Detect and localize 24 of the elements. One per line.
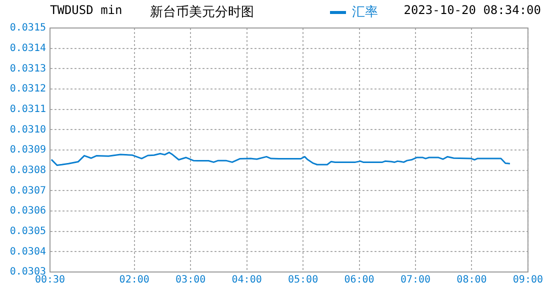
y-tick-label: 0.0306 xyxy=(10,206,46,217)
text: TWDUSD min xyxy=(50,3,122,17)
y-tick-label: 0.0315 xyxy=(10,22,46,34)
y-tick-label: 0.0311 xyxy=(10,104,46,115)
y-tick-label: 0.0312 xyxy=(10,84,46,95)
y-tick-label: 0.0314 xyxy=(10,42,46,54)
y-tick-label: 0.0308 xyxy=(10,164,46,176)
y-tick-label: 0.0310 xyxy=(10,124,46,136)
y-tick-label: 0.0305 xyxy=(10,226,46,237)
x-tick-label: 03:00 xyxy=(176,274,206,286)
x-tick-label: 02:00 xyxy=(119,274,150,286)
x-tick-label: 05:00 xyxy=(288,274,318,286)
legend-label: 汇率 xyxy=(352,4,378,21)
y-tick-label: 0.0304 xyxy=(10,246,46,258)
x-tick-label: 09:00 xyxy=(512,274,544,286)
x-tick-label: 06:00 xyxy=(344,274,374,286)
chart-title: 新台币美元分时图 xyxy=(150,4,254,21)
x-tick-label: 08:00 xyxy=(456,274,487,286)
x-tick-label: 07:00 xyxy=(400,274,431,286)
y-tick-label: 0.0307 xyxy=(10,185,46,196)
text: 2023-10-20 08:34:00 xyxy=(404,3,541,17)
y-tick-label: 0.0309 xyxy=(10,144,46,156)
x-tick-label: 04:00 xyxy=(232,274,262,286)
y-tick-label: 0.0313 xyxy=(10,63,46,74)
